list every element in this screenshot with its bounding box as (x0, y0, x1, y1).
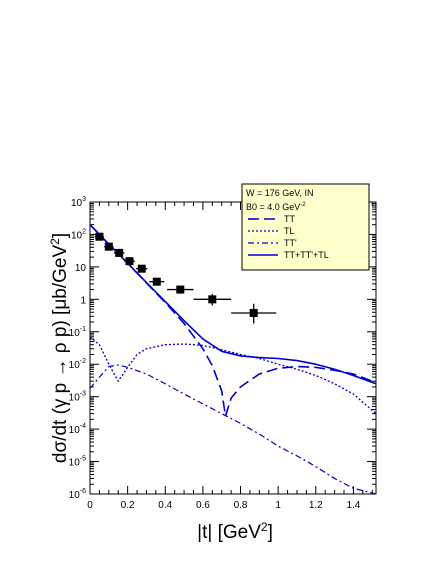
data-point (193, 294, 232, 306)
data-point (94, 232, 105, 241)
data-points (94, 232, 277, 324)
data-point (124, 257, 135, 266)
data-marker (95, 232, 104, 241)
data-point (104, 242, 114, 251)
x-tick-label: 1.2 (309, 500, 323, 511)
curve-tl (89, 336, 377, 415)
y-tick-label: 10-4 (69, 423, 86, 436)
x-tick-label: 0.4 (158, 500, 172, 511)
legend-header: W = 176 GeV, IN (246, 188, 313, 198)
curves (89, 224, 377, 495)
legend: W = 176 GeV, IN B0 = 4.0 GeV-2 TTTLTT'TT… (241, 183, 370, 271)
x-tick-label: 0.6 (196, 500, 210, 511)
legend-label: TT+TT'+TL (284, 250, 329, 260)
curve-tt-tt-tl (89, 224, 377, 385)
legend-label: TT' (284, 238, 297, 248)
y-tick-label: 10-5 (69, 456, 86, 469)
x-tick-label: 0 (87, 500, 93, 511)
legend-b0: B0 = 4.0 GeV-2 (246, 202, 306, 212)
data-marker (125, 257, 134, 266)
y-tick-label: 1 (80, 295, 86, 306)
y-tick-label: 103 (71, 196, 86, 209)
data-point (231, 303, 277, 324)
y-tick-label: 10-3 (69, 391, 86, 404)
data-marker (152, 277, 161, 286)
x-tick-label: 0.2 (121, 500, 135, 511)
y-tick-label: 10 (75, 263, 87, 274)
plot-frame (89, 201, 377, 495)
curve-tt- (89, 364, 377, 495)
legend-entries: TT TL TT' TT+TT'+TL (248, 214, 329, 260)
y-tick-label: 10-2 (69, 358, 86, 371)
x-tick-label: 1.4 (346, 500, 360, 511)
data-marker (176, 285, 185, 294)
x-axis-title: |t| [GeV2] (197, 520, 273, 543)
axis-ticks: 0 0.2 0.4 0.6 0.8 1 1.2 1.4 10-6 10-5 10-4 10-3 10-2… (69, 196, 376, 511)
data-marker (208, 295, 217, 304)
x-tick-label: 1 (275, 500, 281, 511)
data-marker (104, 242, 113, 251)
data-marker (137, 264, 146, 273)
x-tick-label: 0.8 (234, 500, 248, 511)
data-point (167, 285, 194, 294)
data-marker (115, 248, 124, 257)
y-tick-label: 102 (71, 228, 86, 241)
legend-label: TT (284, 214, 295, 224)
data-marker (249, 308, 258, 317)
data-point (136, 264, 148, 273)
data-point (113, 248, 125, 257)
legend-label: TL (284, 226, 295, 236)
y-tick-label: 10-1 (69, 326, 86, 339)
data-point (149, 277, 165, 286)
y-tick-label: 10-6 (69, 488, 86, 501)
y-axis-title: dσ/dt (γ p → ρ p) [μb/GeV2] (48, 233, 71, 463)
